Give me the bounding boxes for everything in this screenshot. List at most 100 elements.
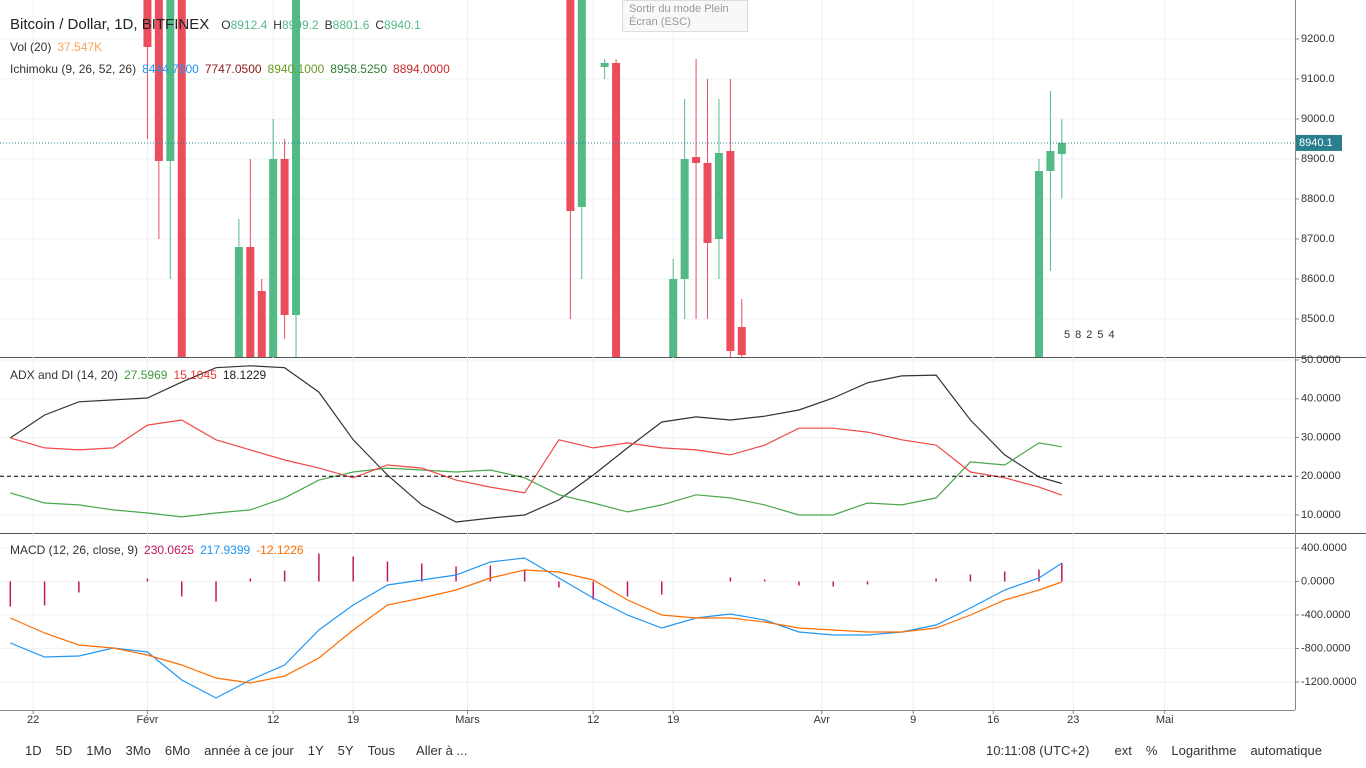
period-button[interactable]: année à ce jour: [204, 742, 294, 758]
x-tick-label: 16: [987, 714, 999, 726]
indicator-value: 8958.5250: [330, 62, 388, 76]
candle-body: [669, 279, 678, 357]
ichimoku-legend: Ichimoku (9, 26, 52, 26) 8444.7500 7747.05…: [10, 62, 450, 76]
y-tick-label: 0.0000: [1301, 575, 1335, 587]
x-tick-label: 23: [1067, 714, 1079, 726]
period-button[interactable]: Tous: [367, 742, 396, 758]
y-tick-label: 40.0000: [1301, 393, 1341, 405]
candle-body: [703, 163, 712, 243]
clock: 10:11:08 (UTC+2): [986, 742, 1090, 758]
indicator-value: 7747.0500: [204, 62, 262, 76]
x-tick-label: 19: [347, 714, 359, 726]
candle-body: [714, 153, 723, 239]
x-tick-label: 9: [910, 714, 916, 726]
ohlc-value: 8912.4: [230, 17, 268, 32]
candle-body: [143, 0, 152, 47]
candle-body: [737, 327, 746, 355]
candle-body: [600, 63, 609, 67]
candle-body: [612, 63, 621, 357]
indicator-name: Vol (20): [10, 40, 52, 54]
y-tick-label: 400.0000: [1301, 542, 1347, 554]
indicator-name: MACD (12, 26, close, 9): [10, 543, 139, 557]
series-line: [10, 569, 1062, 684]
last-price-label: 8940.1: [1299, 137, 1333, 149]
candle-body: [154, 0, 163, 161]
candle-body: [1046, 151, 1055, 171]
candle-body: [269, 159, 278, 357]
x-tick-label: 19: [667, 714, 679, 726]
pane: [0, 533, 1295, 710]
x-tick-label: Mai: [1156, 714, 1174, 726]
tooltip-line: Sortir du mode Plein: [629, 3, 729, 15]
ohlc-key: C: [375, 17, 385, 32]
series-line: [10, 419, 1063, 496]
indicator-value: 15.1045: [173, 368, 217, 382]
candle-body: [680, 159, 689, 279]
x-tick-label: Avr: [814, 714, 831, 726]
candle-body: [166, 0, 175, 161]
candle-body: [692, 157, 701, 163]
candle-body: [1034, 171, 1043, 357]
macd-legend: MACD (12, 26, close, 9) 230.0625 217.9399-…: [10, 543, 304, 557]
event-badge[interactable]: 2: [1086, 329, 1093, 341]
period-button[interactable]: 6Mo: [164, 742, 191, 758]
y-tick-label: -1200.0000: [1301, 676, 1357, 688]
event-badge[interactable]: 8: [1075, 329, 1082, 341]
pane: [0, 0, 1295, 357]
candle-body: [280, 159, 289, 315]
y-tick-label: 8600.0: [1301, 273, 1335, 285]
indicator-value: 8444.7500: [142, 62, 199, 76]
indicator-value: 18.1229: [222, 368, 267, 382]
period-button[interactable]: 1Mo: [86, 742, 112, 758]
candle-body: [726, 151, 735, 351]
x-tick-label: 12: [587, 714, 599, 726]
indicator-value: 37.547K: [57, 40, 103, 54]
x-tick-label: 12: [267, 714, 279, 726]
adx-legend: ADX and DI (14, 20) 27.5969 15.1045 18.1229: [10, 368, 266, 382]
y-tick-label: 9100.0: [1301, 73, 1335, 85]
indicator-name: Ichimoku (9, 26, 52, 26): [10, 62, 137, 76]
candle-body: [292, 0, 301, 315]
x-tick-label: Févr: [136, 714, 158, 726]
indicator-value: 8940.1000: [267, 62, 325, 76]
fullscreen-tooltip[interactable]: Sortir du mode Plein Écran (ESC): [622, 0, 748, 32]
ohlc-key: H: [273, 17, 282, 32]
y-tick-label: -800.0000: [1301, 642, 1351, 654]
toolbar: 1D 5D 1Mo 3Mo 6Mo année à ce jour 1Y 5Y Tous Alle…: [0, 732, 1366, 768]
y-tick-label: 50.0000: [1301, 354, 1341, 366]
event-badge[interactable]: 5: [1064, 329, 1071, 341]
period-button[interactable]: 3Mo: [125, 742, 151, 758]
period-button[interactable]: 1D: [25, 742, 42, 758]
option-button[interactable]: %: [1145, 742, 1158, 758]
indicator-value: -12.1226: [256, 543, 304, 557]
candle-body: [257, 291, 266, 357]
y-tick-label: -400.0000: [1301, 609, 1351, 621]
symbol-legend: Bitcoin / Dollar, 1D, BITFINEX O8912.4 H8…: [10, 16, 421, 33]
x-tick-label: Mars: [455, 714, 480, 726]
ohlc-value: 8999.2: [281, 17, 319, 32]
tooltip-line: Écran (ESC): [629, 16, 691, 28]
period-button[interactable]: 5D: [55, 742, 73, 758]
candle-body: [246, 247, 255, 357]
option-button[interactable]: Logarithme: [1171, 742, 1237, 758]
option-button[interactable]: ext: [1114, 742, 1132, 758]
ohlc-value: 8801.6: [332, 17, 370, 32]
y-tick-label: 9000.0: [1301, 113, 1335, 125]
goto-button[interactable]: Aller à ...: [416, 742, 468, 758]
indicator-value: 8894.0000: [393, 62, 450, 76]
series-line: [9, 365, 1062, 523]
y-tick-label: 9200.0: [1301, 33, 1335, 45]
settings[interactable]: [1336, 743, 1356, 757]
candle-body: [1057, 142, 1066, 155]
event-badge[interactable]: 4: [1108, 329, 1115, 341]
chart: 8500.0 8600.0 8700.0 8800.0 8900.0 9000.0 9100…: [0, 0, 1366, 726]
period-button[interactable]: 1Y: [307, 742, 324, 758]
y-tick-label: 8900.0: [1301, 153, 1335, 165]
indicator-name: ADX and DI (14, 20): [10, 368, 119, 382]
y-tick-label: 10.0000: [1301, 509, 1341, 521]
period-button[interactable]: 5Y: [337, 742, 354, 758]
symbol: Bitcoin / Dollar, 1D, BITFINEX: [10, 16, 210, 33]
option-button[interactable]: automatique: [1250, 742, 1322, 758]
event-badge[interactable]: 5: [1097, 329, 1104, 341]
last-price-tag: [1296, 134, 1342, 151]
